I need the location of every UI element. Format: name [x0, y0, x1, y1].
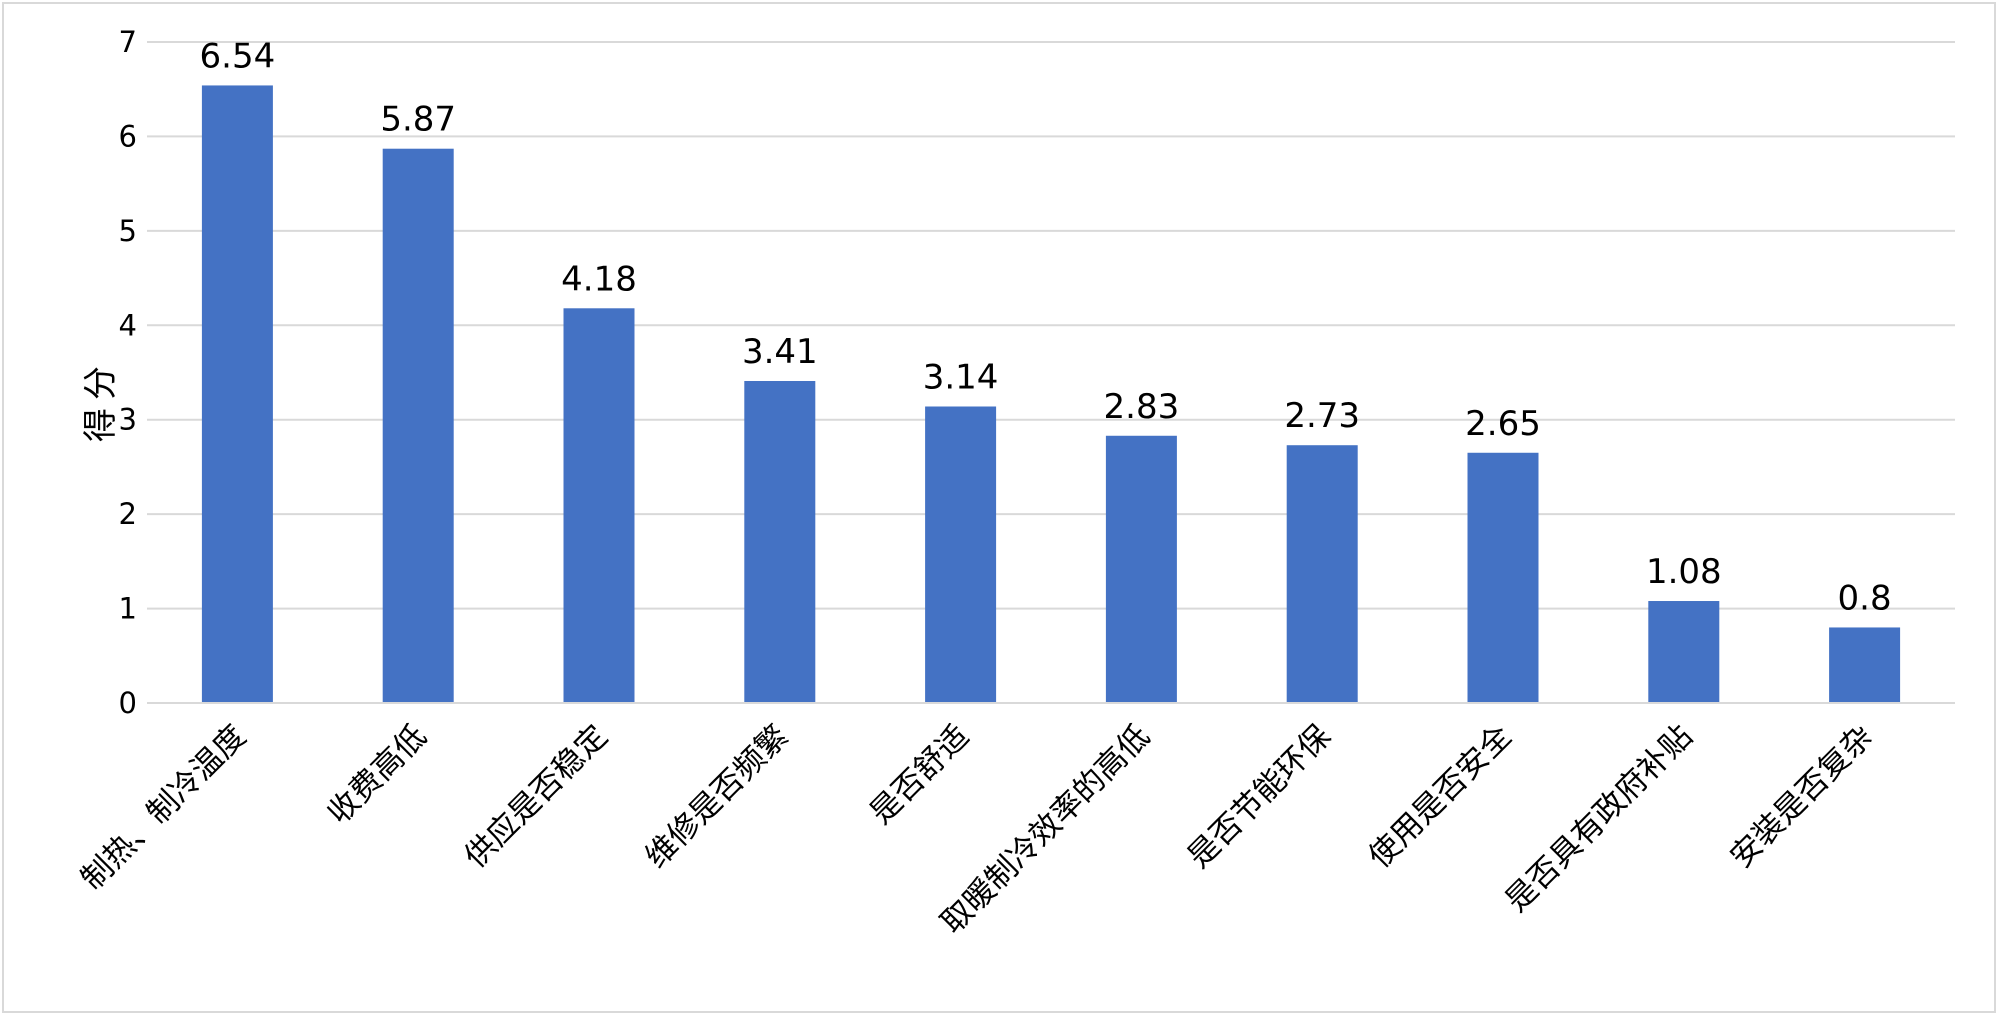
bar	[1105, 435, 1177, 703]
category-label: 是否舒适	[863, 718, 976, 831]
y-tick-label: 6	[119, 119, 137, 153]
bar	[925, 406, 997, 703]
data-label: 5.87	[380, 100, 456, 140]
data-label: 3.41	[742, 332, 818, 372]
bar	[382, 148, 454, 703]
data-label: 1.08	[1646, 552, 1722, 592]
bar	[1648, 601, 1720, 703]
category-label: 是否具有政府补贴	[1499, 718, 1700, 919]
data-label: 0.8	[1838, 578, 1892, 618]
y-tick-label: 2	[119, 497, 137, 531]
bar	[1829, 627, 1901, 703]
y-tick-label: 4	[119, 308, 137, 342]
y-axis-title: 得分	[81, 358, 121, 442]
y-tick-label: 1	[119, 592, 137, 626]
data-label: 4.18	[561, 259, 637, 299]
bars	[201, 85, 1901, 704]
category-label: 供应是否稳定	[458, 718, 615, 875]
y-tick-label: 3	[119, 403, 137, 437]
bar	[1467, 452, 1539, 703]
data-label: 3.14	[923, 357, 999, 397]
category-label: 使用是否安全	[1362, 718, 1519, 875]
category-label: 收费高低	[321, 718, 434, 831]
bar	[744, 380, 816, 703]
y-tick-label: 0	[119, 686, 137, 720]
category-label: 制热、制冷温度	[74, 718, 253, 897]
data-label: 6.54	[200, 36, 276, 76]
category-label: 是否节能环保	[1181, 718, 1338, 875]
category-label: 维修是否频繁	[638, 718, 795, 875]
y-tick-label: 5	[119, 214, 137, 248]
bar	[201, 85, 273, 704]
category-label: 安装是否复杂	[1723, 718, 1880, 875]
y-tick-label: 7	[119, 25, 137, 59]
data-label: 2.65	[1465, 404, 1541, 444]
bar	[563, 308, 635, 703]
data-label: 2.73	[1284, 396, 1360, 436]
data-label: 2.83	[1104, 387, 1180, 427]
bar	[1286, 445, 1358, 703]
